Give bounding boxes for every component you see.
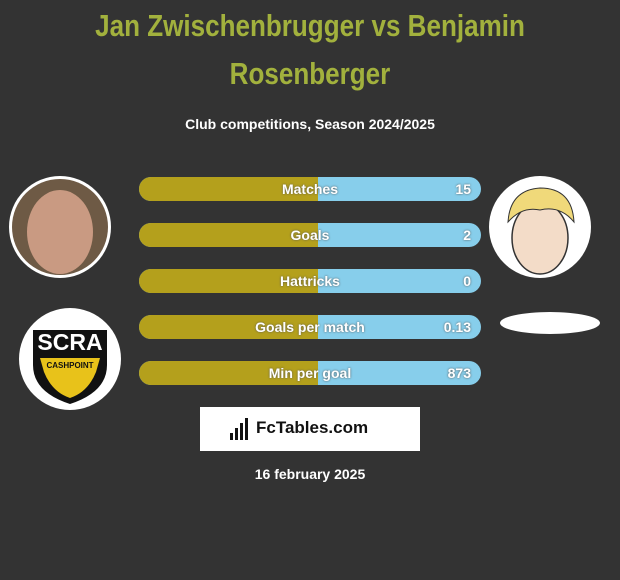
- stat-bar-left: [139, 315, 318, 339]
- stat-label: Goals per match: [255, 319, 365, 335]
- club-logo-placeholder: [500, 312, 600, 334]
- brand-name: FcTables.com: [256, 418, 369, 437]
- player-face: [511, 201, 569, 275]
- club-name: SCRA: [37, 329, 102, 355]
- stat-bar-left: [139, 269, 318, 293]
- stat-bar-left: [139, 177, 318, 201]
- club-crest-band: [40, 358, 100, 398]
- stat-value: 873: [447, 365, 471, 381]
- stat-value: 2: [463, 227, 471, 243]
- stat-bar: Min per goal 873: [139, 361, 481, 385]
- date: 16 february 2025: [254, 466, 366, 482]
- stat-value: 0.13: [443, 319, 471, 335]
- player-hair: [507, 187, 575, 224]
- player-face: [27, 190, 93, 274]
- stat-bar: Matches 15: [139, 177, 481, 201]
- stat-bar: Goals 2: [139, 223, 481, 247]
- title: Jan Zwischenbrugger vs Benjamin Rosenber…: [95, 8, 525, 91]
- stat-label: Goals: [290, 227, 330, 243]
- stat-bar-left: [139, 361, 318, 385]
- stat-label: Matches: [281, 181, 339, 197]
- stat-value: 0: [463, 273, 471, 289]
- club-sponsor: CASHPOINT: [46, 361, 93, 370]
- stat-bar: Hattricks 0: [139, 269, 481, 293]
- stat-label: Hattricks: [280, 273, 340, 289]
- brand-icon: [230, 418, 248, 440]
- stat-bar: Goals per match 0.13: [139, 315, 481, 339]
- stat-bar-left: [139, 223, 318, 247]
- brand-badge: FcTables.com: [200, 407, 420, 451]
- stat-label: Min per goal: [268, 365, 352, 381]
- stat-value: 15: [455, 181, 471, 197]
- subtitle: Club competitions, Season 2024/2025: [185, 116, 435, 132]
